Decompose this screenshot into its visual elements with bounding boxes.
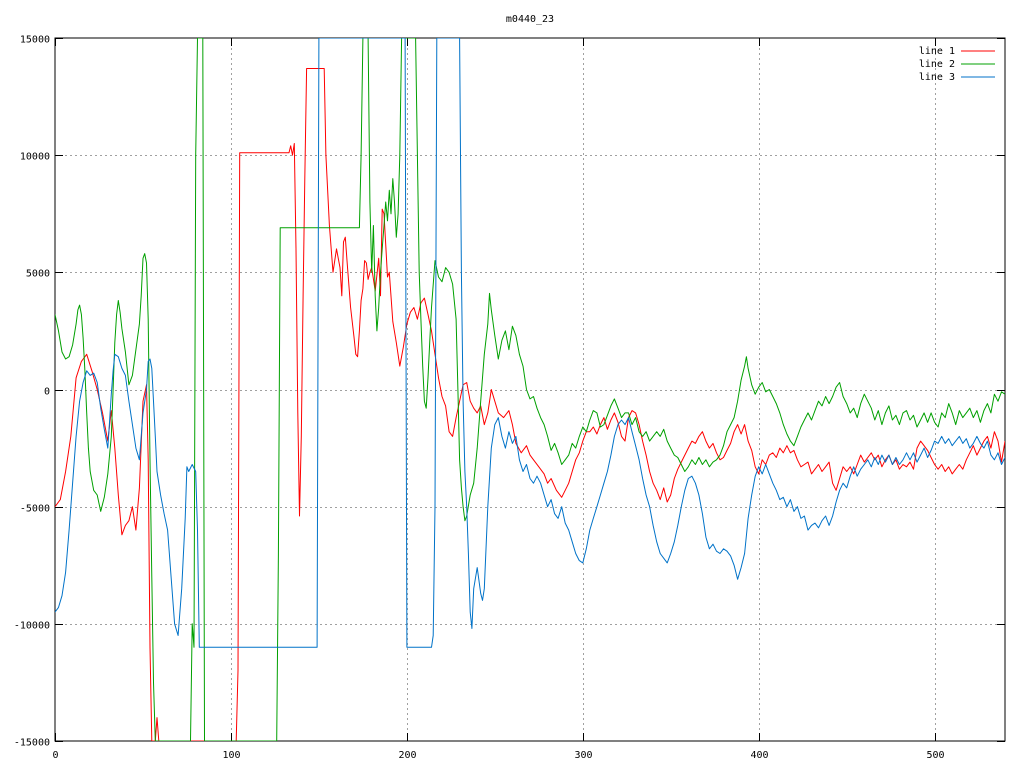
plot-frame [54, 37, 1006, 742]
y-axis: -15000 -10000 -5000 0 5000 10000 15000 [14, 35, 1005, 749]
chart-title: m0440_23 [506, 14, 554, 25]
x-axis: 0 100 200 300 400 500 [52, 38, 945, 761]
legend-label: line 3 [919, 72, 955, 83]
series-line-2 [55, 38, 1005, 741]
legend-label: line 1 [919, 46, 955, 57]
y-tick-label: 10000 [20, 152, 50, 163]
y-tick-label: 15000 [20, 35, 50, 46]
y-tick-label: 0 [44, 387, 50, 398]
series-layer [55, 38, 1005, 741]
y-tick-label: -10000 [14, 621, 50, 632]
x-tick-label: 0 [52, 750, 58, 761]
legend: line 1 line 2 line 3 [919, 46, 995, 83]
x-tick-label: 200 [398, 750, 416, 761]
y-tick-label: -15000 [14, 738, 50, 749]
grid [55, 38, 1005, 741]
x-tick-label: 100 [222, 750, 240, 761]
x-tick-label: 300 [574, 750, 592, 761]
series-line-1 [55, 68, 1005, 741]
series-line-3 [55, 38, 1005, 648]
legend-label: line 2 [919, 59, 955, 70]
x-tick-label: 400 [750, 750, 768, 761]
y-tick-label: -5000 [20, 504, 50, 515]
y-tick-label: 5000 [26, 269, 50, 280]
x-tick-label: 500 [926, 750, 944, 761]
